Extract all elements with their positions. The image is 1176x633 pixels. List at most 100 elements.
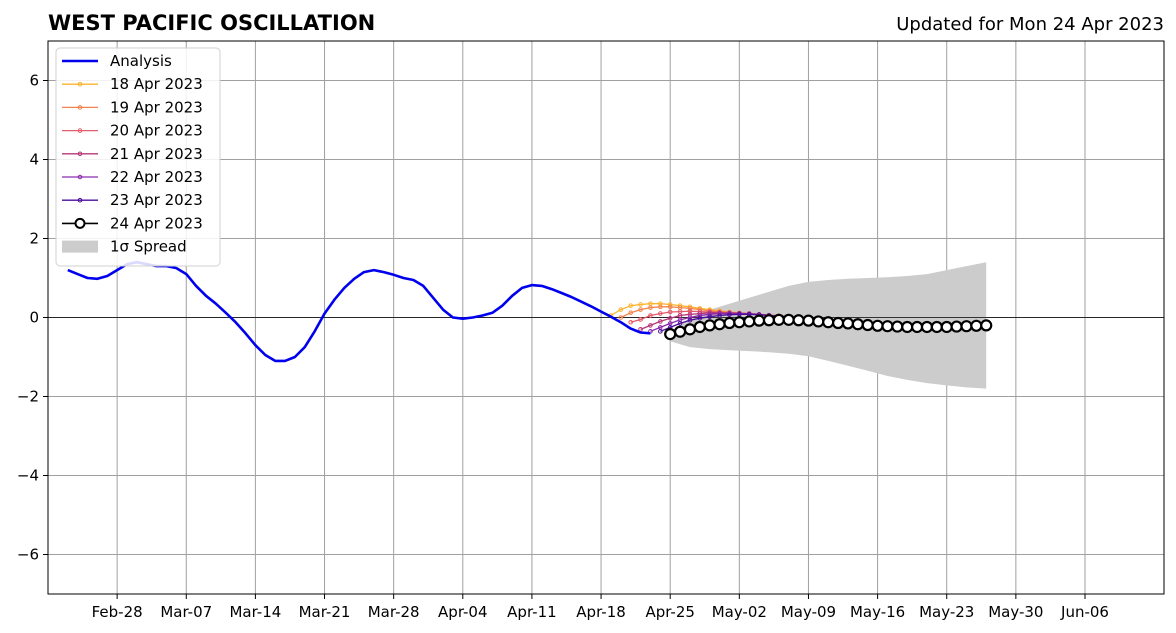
data-point <box>697 313 703 318</box>
data-point <box>930 320 943 334</box>
x-tick-label: Mar-21 <box>299 603 351 621</box>
data-point <box>648 323 653 328</box>
legend-entry: 22 Apr 2023 <box>62 168 203 186</box>
data-point <box>648 313 653 318</box>
data-point <box>960 320 973 333</box>
legend-label: 19 Apr 2023 <box>110 98 203 116</box>
data-point <box>901 320 914 334</box>
legend-label: 24 Apr 2023 <box>110 214 203 232</box>
data-point <box>658 319 663 324</box>
data-point <box>618 307 624 312</box>
data-point <box>831 316 845 330</box>
legend-swatch <box>62 240 98 253</box>
data-point <box>697 315 703 321</box>
data-point <box>723 316 736 330</box>
data-point <box>940 320 953 334</box>
y-tick-label: 0 <box>29 309 39 327</box>
data-point <box>638 302 643 307</box>
data-point <box>727 312 732 318</box>
data-point <box>667 309 673 315</box>
data-point <box>782 313 795 326</box>
data-point <box>841 317 855 330</box>
x-tick-label: Feb-28 <box>92 603 143 621</box>
data-point <box>667 315 673 321</box>
x-tick-label: Apr-25 <box>645 603 695 621</box>
legend-marker <box>77 105 83 110</box>
legend-label: 1σ Spread <box>110 238 187 256</box>
data-point <box>851 318 864 331</box>
legend: Analysis 18 Apr 2023 19 Apr 2023 20 Apr 202… <box>55 47 221 267</box>
data-point <box>673 325 687 338</box>
data-point <box>687 315 693 320</box>
x-axis: Feb-28 Mar-07 Mar-14 Mar-21 Mar-28 Apr-04 Apr-… <box>92 594 1109 621</box>
legend-entry: 19 Apr 2023 <box>62 98 203 116</box>
data-point <box>910 320 924 334</box>
legend-entry: 23 Apr 2023 <box>62 191 203 209</box>
data-point <box>658 304 663 310</box>
data-point <box>871 319 884 332</box>
data-point <box>658 329 663 334</box>
y-tick-label: −4 <box>17 467 39 485</box>
x-tick-label: May-02 <box>712 603 767 621</box>
y-tick-label: 2 <box>29 230 39 248</box>
x-tick-label: May-30 <box>988 603 1043 621</box>
data-point <box>683 323 697 336</box>
data-point <box>881 320 894 333</box>
x-tick-label: Apr-18 <box>576 603 626 621</box>
data-point <box>703 319 716 332</box>
chart-title: WEST PACIFIC OSCILLATION <box>48 11 375 35</box>
data-point <box>733 316 746 329</box>
analysis-line <box>67 260 651 363</box>
data-point <box>861 318 874 332</box>
legend-entry: Analysis <box>62 52 172 70</box>
data-point <box>677 321 683 326</box>
x-tick-label: Mar-28 <box>368 603 420 621</box>
legend-label: 23 Apr 2023 <box>110 191 203 209</box>
legend-label: 20 Apr 2023 <box>110 122 203 140</box>
legend-label: 21 Apr 2023 <box>110 145 203 163</box>
data-point <box>677 313 683 318</box>
data-point <box>743 315 756 328</box>
x-tick-label: Apr-11 <box>507 603 557 621</box>
data-point <box>707 314 712 320</box>
x-tick-label: Jun-06 <box>1060 603 1109 621</box>
data-point <box>772 313 785 326</box>
legend-entry: 20 Apr 2023 <box>62 122 203 140</box>
forecast-series <box>608 301 993 341</box>
legend-entry: 21 Apr 2023 <box>62 145 203 163</box>
legend-box <box>55 47 221 267</box>
legend-marker <box>77 128 83 133</box>
legend-entry: 24 Apr 2023 <box>62 214 203 232</box>
legend-marker <box>77 174 83 180</box>
x-tick-label: Apr-04 <box>438 603 488 621</box>
data-point <box>628 310 633 316</box>
data-point <box>802 314 815 327</box>
data-point <box>713 318 726 331</box>
x-tick-label: May-16 <box>850 603 905 621</box>
legend-marker <box>77 151 83 157</box>
data-point <box>648 305 653 310</box>
series-24-apr-2023 <box>664 313 993 341</box>
data-point <box>717 313 722 318</box>
chart-subtitle: Updated for Mon 24 Apr 2023 <box>896 14 1164 35</box>
data-point <box>752 314 766 327</box>
x-tick-label: May-09 <box>781 603 836 621</box>
data-point <box>970 319 983 332</box>
data-point <box>980 319 993 332</box>
data-point <box>812 315 825 328</box>
data-point <box>762 314 776 327</box>
data-point <box>687 317 693 323</box>
legend-label: 22 Apr 2023 <box>110 168 203 186</box>
data-point <box>638 307 643 312</box>
data-point <box>658 311 663 316</box>
x-tick-label: Mar-14 <box>229 603 281 621</box>
data-point <box>687 306 693 311</box>
data-point <box>822 316 835 329</box>
data-point <box>792 314 805 327</box>
data-point <box>628 303 633 308</box>
data-point <box>667 304 673 310</box>
y-tick-label: 6 <box>29 72 39 90</box>
data-point <box>920 320 934 334</box>
legend-marker <box>77 81 83 87</box>
